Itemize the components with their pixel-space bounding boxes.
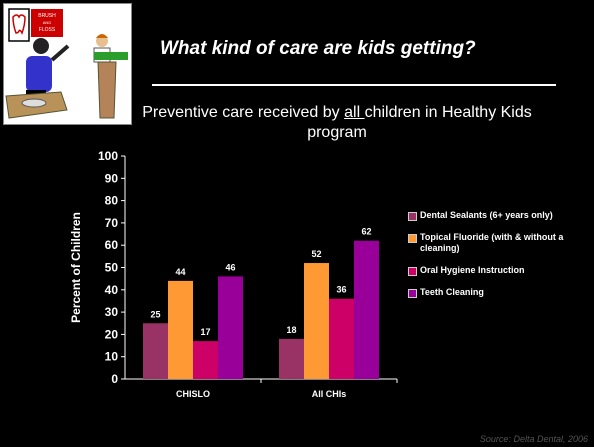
bar xyxy=(304,263,329,379)
legend-swatch xyxy=(408,267,417,276)
dentist-clipart: BRUSH AND FLOSS xyxy=(3,3,132,125)
legend-label: Teeth Cleaning xyxy=(420,287,484,297)
subtitle-text-start: Preventive care received by xyxy=(142,104,345,121)
legend-item: Dental Sealants (6+ years only) xyxy=(408,210,588,221)
bar xyxy=(329,298,354,379)
y-tick-label: 70 xyxy=(105,216,119,230)
legend-item: Topical Fluoride (with & without a clean… xyxy=(408,232,588,254)
sign-text-3: FLOSS xyxy=(39,27,56,33)
x-category-label: CHISLO xyxy=(176,389,210,399)
y-tick-label: 20 xyxy=(105,327,119,341)
y-tick-label: 10 xyxy=(105,350,119,364)
data-label: 17 xyxy=(200,327,210,337)
title-divider xyxy=(152,84,556,86)
subtitle-text-end: children in Healthy Kids program xyxy=(307,104,532,141)
y-tick-label: 90 xyxy=(105,171,119,185)
y-tick-label: 60 xyxy=(105,238,119,252)
data-label: 44 xyxy=(175,267,185,277)
data-label: 25 xyxy=(150,309,160,319)
bar xyxy=(218,276,243,379)
sign-text-1: BRUSH xyxy=(38,13,56,19)
y-axis-label: Percent of Children xyxy=(69,212,83,323)
source-citation: Source: Delta Dental, 2006 xyxy=(479,434,588,444)
dental-care-illustration-icon: BRUSH AND FLOSS xyxy=(5,8,128,119)
legend-item: Teeth Cleaning xyxy=(408,287,588,298)
y-tick-label: 40 xyxy=(105,283,119,297)
chart-legend: Dental Sealants (6+ years only) Topical F… xyxy=(408,210,588,309)
y-tick-label: 30 xyxy=(105,305,119,319)
y-tick-label: 100 xyxy=(98,149,118,163)
legend-label: Topical Fluoride (with & without a clean… xyxy=(420,232,564,253)
legend-item: Oral Hygiene Instruction xyxy=(408,265,588,276)
bar xyxy=(354,240,379,379)
legend-label: Dental Sealants (6+ years only) xyxy=(420,210,553,220)
y-tick-label: 0 xyxy=(111,372,118,386)
data-label: 36 xyxy=(336,285,346,295)
data-label: 18 xyxy=(286,325,296,335)
bar xyxy=(143,323,168,379)
legend-swatch xyxy=(408,289,417,298)
data-label: 46 xyxy=(225,262,235,272)
data-label: 62 xyxy=(361,227,371,237)
y-tick-label: 50 xyxy=(105,261,119,275)
data-label: 52 xyxy=(311,249,321,259)
x-category-label: All CHIs xyxy=(312,389,347,399)
bar xyxy=(168,280,193,379)
y-tick-label: 80 xyxy=(105,194,119,208)
legend-swatch xyxy=(408,212,417,221)
bar xyxy=(279,338,304,379)
legend-label: Oral Hygiene Instruction xyxy=(420,265,525,275)
bar xyxy=(193,341,218,379)
subtitle-underlined-word: all xyxy=(344,104,365,121)
legend-swatch xyxy=(408,234,417,243)
slide-title: What kind of care are kids getting? xyxy=(160,38,476,59)
chart-subtitle: Preventive care received by all children… xyxy=(132,103,542,143)
sign-text-2: AND xyxy=(43,20,52,25)
